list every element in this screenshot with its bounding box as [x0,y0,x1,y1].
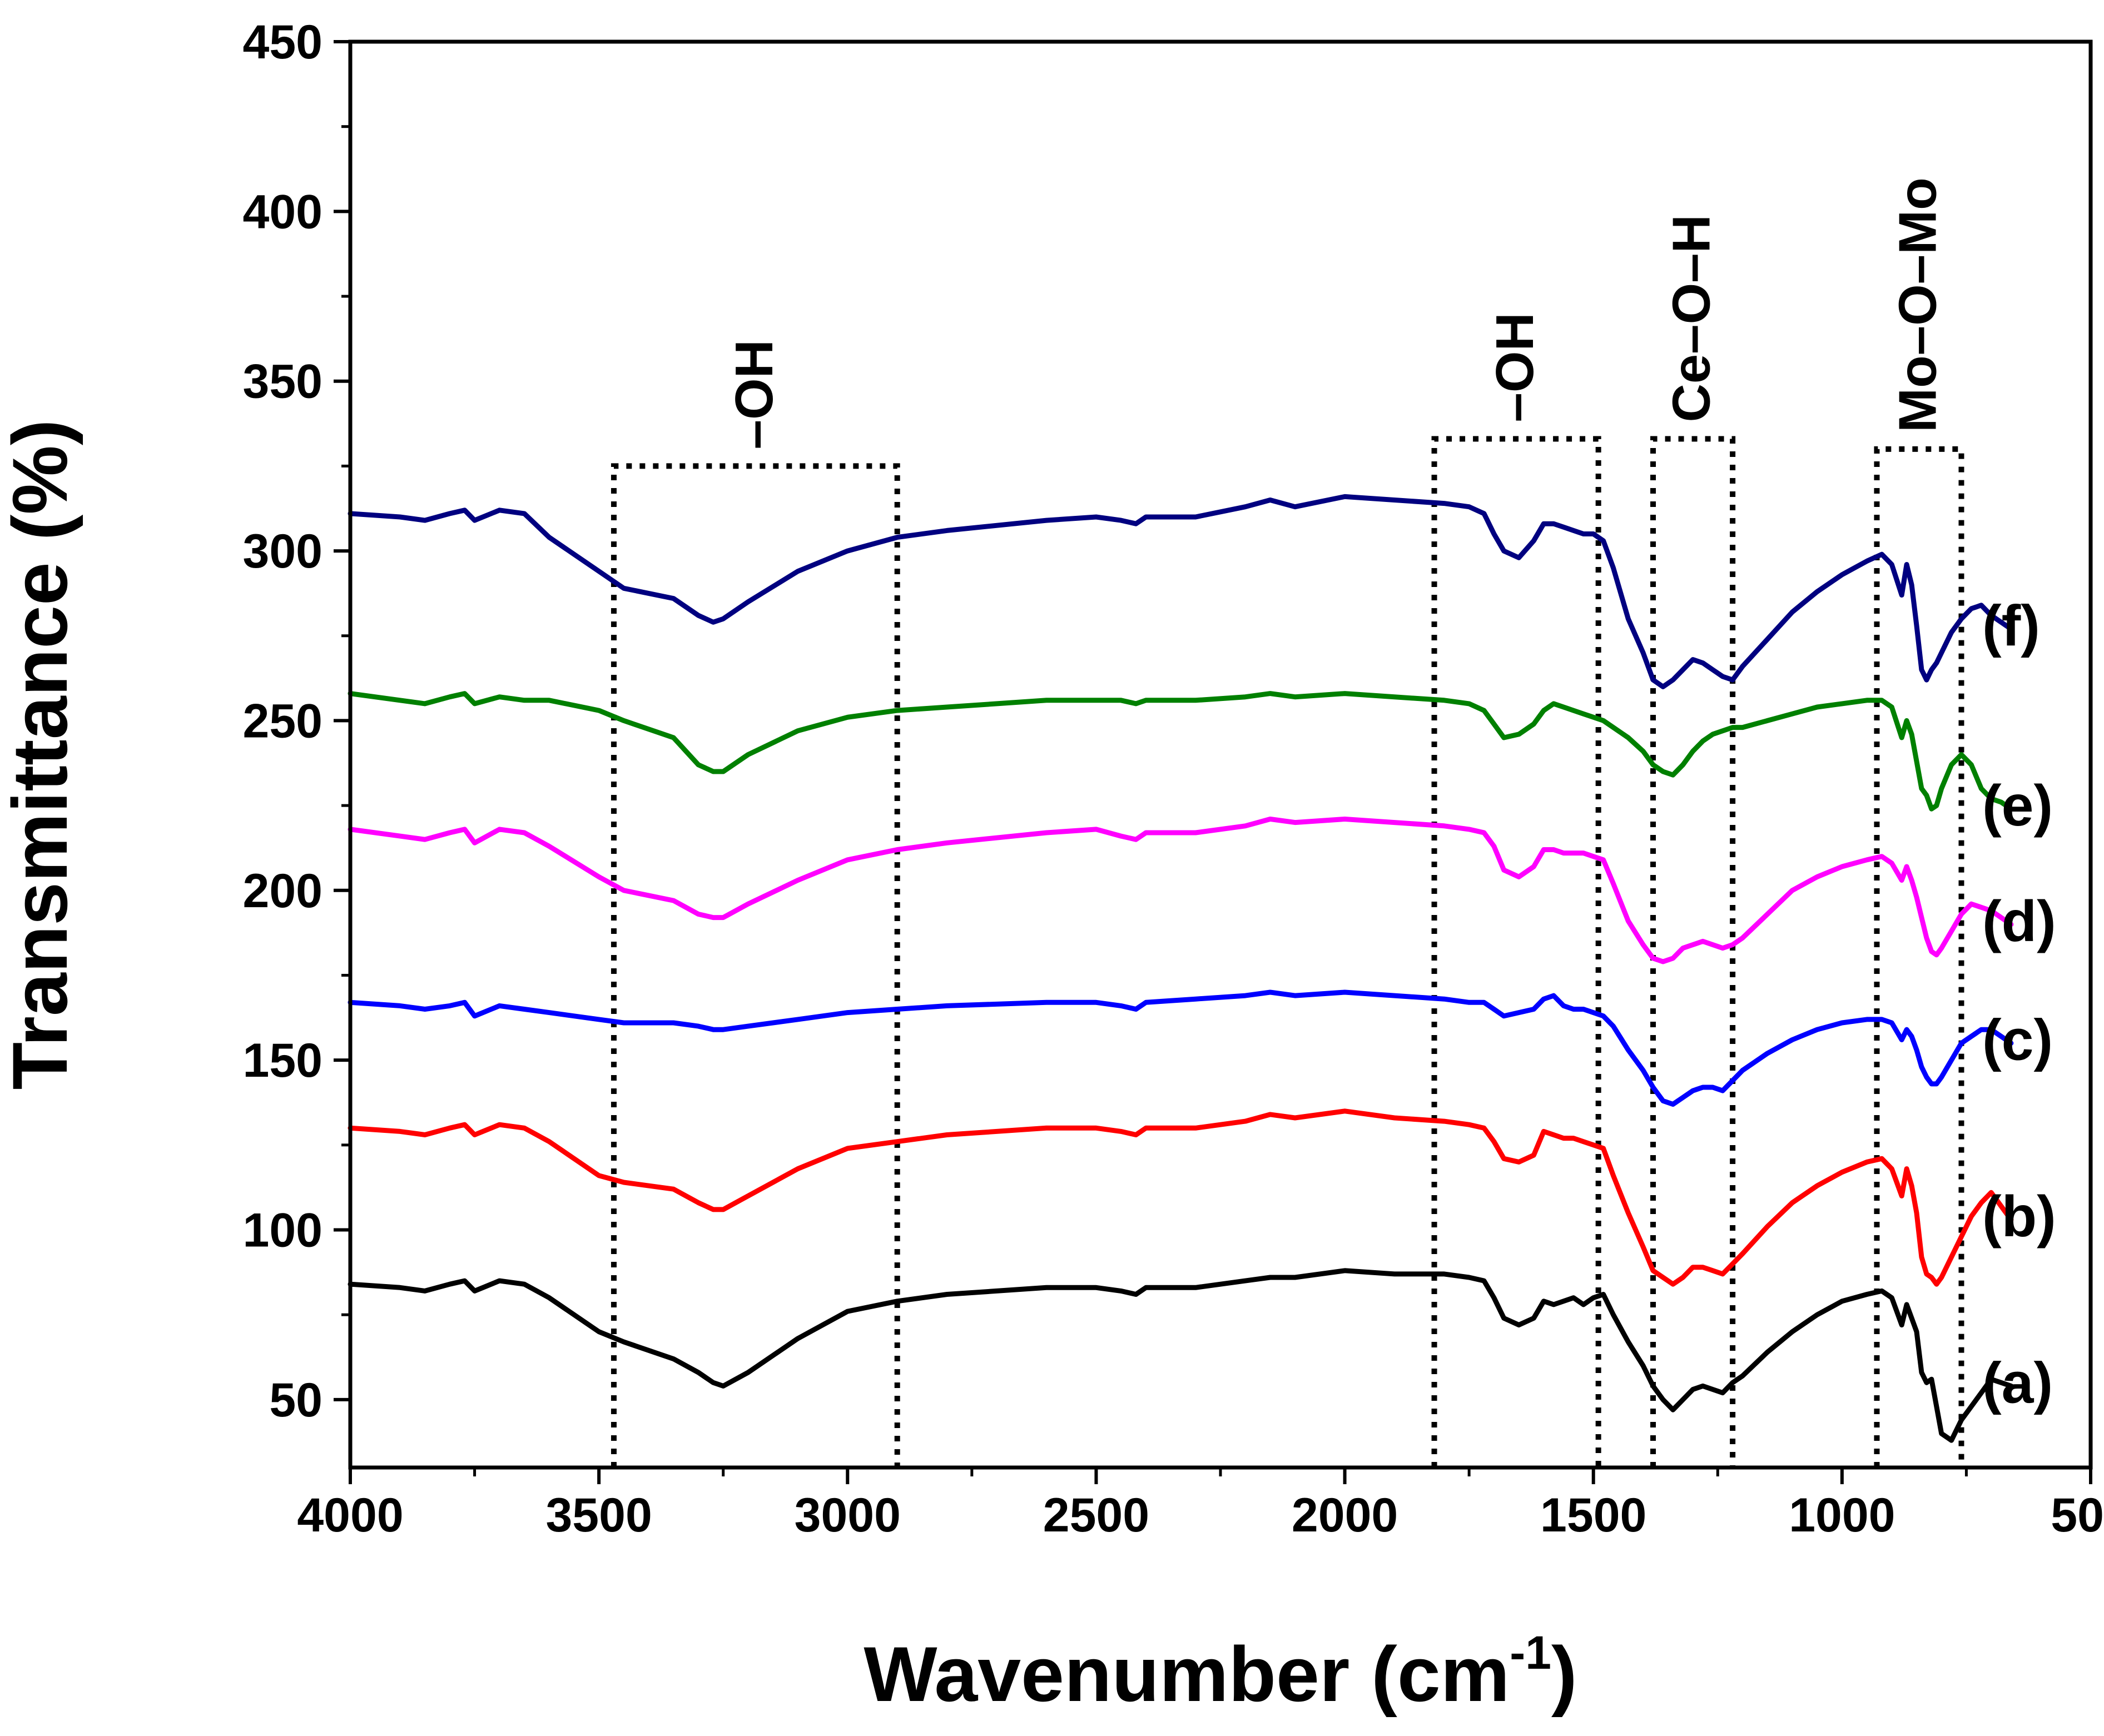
series-line [348,989,2014,1107]
x-tick-label: 1000 [1789,1489,1895,1542]
annotation-box [1874,446,1964,1468]
annotation-box [611,463,900,1468]
annotation-label: Ce–O–H [1662,215,1721,422]
annotation-box [1431,436,1601,1468]
x-tick-label: 4000 [297,1489,403,1542]
series-label: (c) [1982,1008,2053,1073]
series-label: (d) [1982,889,2056,954]
annotation-label: Mo–O–Mo [1888,177,1947,432]
x-tick-label: 2000 [1292,1489,1398,1542]
y-tick-label: 450 [243,16,323,69]
series-label: (f) [1982,594,2040,659]
y-tick-label: 200 [243,864,323,918]
y-tick-label: 50 [269,1374,322,1427]
x-axis-title-main: Wavenumber (cm [864,1630,1510,1718]
x-axis-title: Wavenumber (cm-1) [864,1626,1577,1718]
series-layer [348,494,2014,1443]
series-line [348,1268,2014,1443]
x-tick-label: 1500 [1540,1489,1646,1542]
series-label-layer: (a) (b) (c) (d) (e) (f) [1982,594,2056,1416]
series-line [348,1108,2014,1287]
x-tick-label: 2500 [1043,1489,1149,1542]
series-line [348,817,2014,964]
y-tick-label: 250 [243,694,323,748]
annotation-label: –OH [725,340,784,449]
x-axis-title-superscript: -1 [1510,1626,1551,1679]
annotation-label: –OH [1485,312,1545,422]
series-line [348,494,2014,689]
series-label: (e) [1982,774,2053,838]
x-axis-title-close: ) [1551,1630,1577,1718]
series-label: (b) [1982,1185,2056,1249]
y-tick-label: 100 [243,1204,323,1257]
annotation-box [1650,436,1736,1468]
y-axis-title: Transmittance (%) [0,420,83,1090]
x-tick-label: 500 [2051,1489,2104,1542]
series-label: (a) [1982,1351,2053,1415]
y-tick-label: 150 [243,1034,323,1087]
x-tick-label: 3000 [795,1489,901,1542]
y-tick-label: 300 [243,525,323,578]
y-tick-label: 350 [243,355,323,409]
tick-layer: 4000 3500 3000 2500 2000 1500 1000 500 50 100 150 2… [243,16,2104,1542]
y-tick-label: 400 [243,185,323,238]
x-tick-label: 3500 [545,1489,652,1542]
annotation-layer: –OH –OH Ce–O–H Mo–O–Mo [611,177,1964,1468]
series-line [348,691,2014,812]
